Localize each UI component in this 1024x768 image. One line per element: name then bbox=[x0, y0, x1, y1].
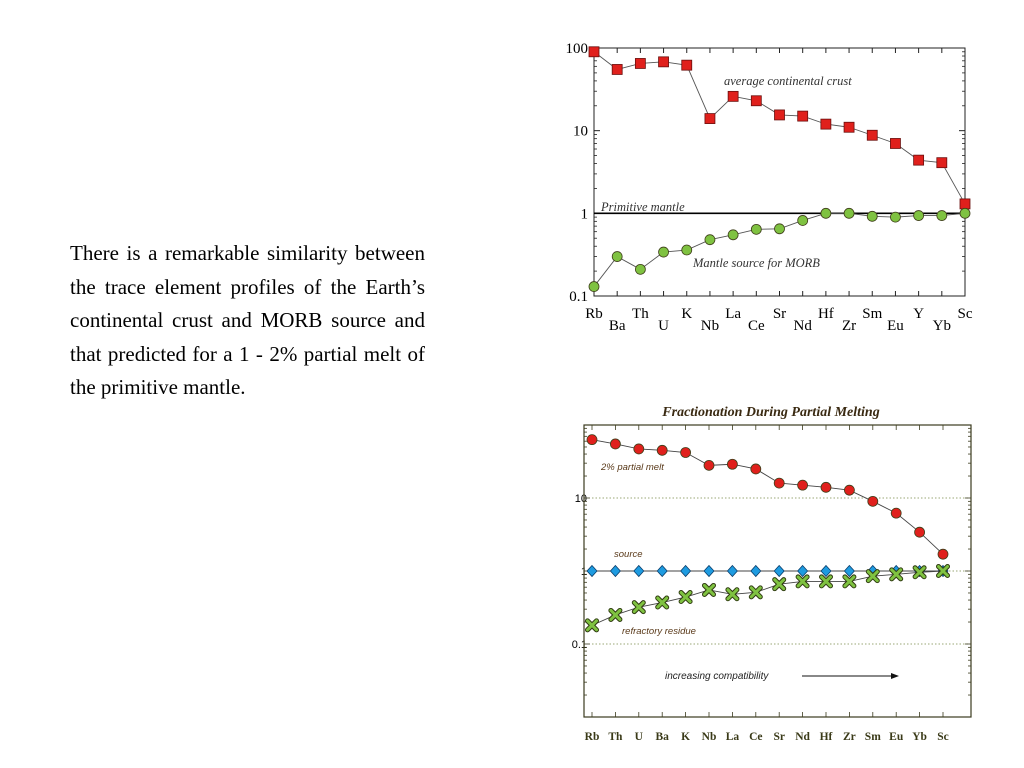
data-point-zr bbox=[843, 207, 855, 219]
x-tick-label-ba: Ba bbox=[609, 318, 626, 334]
data-point-sc bbox=[959, 207, 971, 219]
data-point-hf bbox=[820, 118, 832, 130]
data-point-hf bbox=[820, 207, 832, 219]
data-point-sc bbox=[959, 198, 971, 210]
data-point-ce bbox=[750, 95, 762, 107]
data-point-sr bbox=[774, 223, 785, 235]
primitive-mantle-label: Primitive mantle bbox=[600, 200, 685, 214]
data-point-ba bbox=[611, 251, 623, 262]
y-tick-label: 1 bbox=[581, 206, 589, 222]
x-tick-label-rb: Rb bbox=[585, 306, 603, 322]
data-point-nd bbox=[797, 215, 809, 226]
series-label-crust: average continental crust bbox=[724, 74, 852, 88]
x-tick-label-u: U bbox=[658, 318, 669, 334]
x-tick-label-y: Y bbox=[913, 306, 924, 322]
data-point-sm bbox=[866, 210, 878, 222]
data-point-sm bbox=[866, 129, 878, 141]
x-tick-label-k: K bbox=[681, 306, 692, 322]
series-1 bbox=[588, 207, 971, 292]
data-point-nb bbox=[704, 234, 716, 246]
data-point-zr bbox=[843, 121, 855, 133]
y-tick-label: 0.1 bbox=[569, 289, 588, 305]
series-0 bbox=[588, 46, 971, 210]
data-point-la bbox=[727, 229, 739, 241]
body-text: There is a remarkable similarity between… bbox=[70, 241, 425, 399]
data-point-u bbox=[658, 246, 669, 258]
data-point-yb bbox=[936, 210, 948, 221]
data-point-eu bbox=[890, 138, 901, 149]
data-point-nb bbox=[704, 113, 716, 124]
data-point-yb bbox=[936, 157, 948, 169]
data-point-y bbox=[913, 210, 925, 221]
data-point-sr bbox=[774, 109, 785, 121]
data-point-th bbox=[634, 263, 646, 275]
x-tick-label-zr: Zr bbox=[842, 318, 856, 334]
x-tick-label-eu: Eu bbox=[887, 318, 904, 334]
data-point-y bbox=[913, 154, 925, 166]
data-point-eu bbox=[890, 211, 901, 223]
data-point-ba bbox=[611, 64, 623, 75]
data-point-ce bbox=[750, 223, 762, 235]
data-point-th bbox=[634, 58, 646, 69]
x-tick-label-hf: Hf bbox=[818, 306, 834, 322]
data-point-u bbox=[658, 56, 669, 68]
data-point-rb bbox=[588, 46, 600, 58]
series-label-morb: Mantle source for MORB bbox=[692, 256, 820, 270]
y-tick-label: 100 bbox=[566, 41, 589, 57]
data-point-k bbox=[681, 59, 693, 71]
x-tick-label-nb: Nb bbox=[701, 318, 719, 334]
x-tick-label-th: Th bbox=[632, 306, 649, 322]
data-point-nd bbox=[797, 110, 809, 122]
data-point-rb bbox=[588, 281, 600, 292]
y-tick-label: 10 bbox=[573, 124, 588, 140]
x-tick-label-sm: Sm bbox=[862, 306, 882, 322]
x-tick-label-nd: Nd bbox=[794, 318, 813, 334]
x-tick-label-sc: Sc bbox=[958, 306, 973, 322]
x-tick-label-ce: Ce bbox=[748, 318, 765, 334]
x-tick-label-la: La bbox=[725, 306, 741, 322]
x-tick-label-yb: Yb bbox=[933, 318, 951, 334]
data-point-la bbox=[727, 90, 739, 102]
x-tick-label-sr: Sr bbox=[773, 306, 786, 322]
data-point-k bbox=[681, 244, 693, 256]
